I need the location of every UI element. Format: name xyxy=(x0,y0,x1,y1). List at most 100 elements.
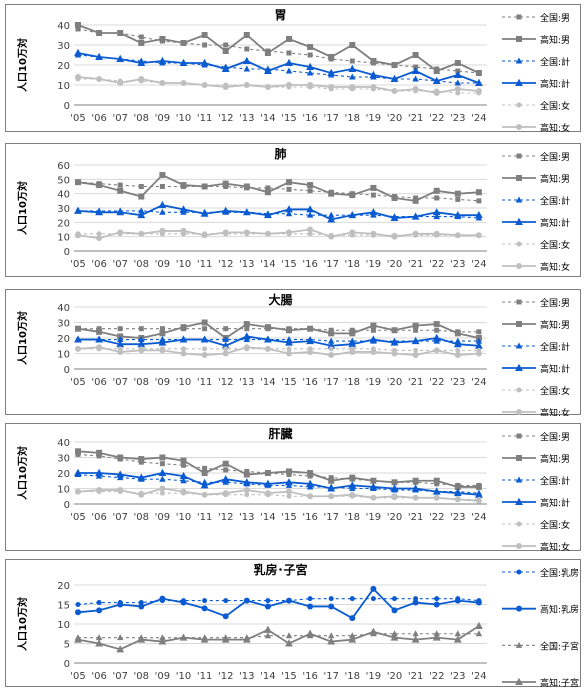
legend-label: 全国:女 xyxy=(540,100,570,112)
series-0 xyxy=(75,26,482,76)
data-point xyxy=(475,189,482,196)
data-point xyxy=(116,634,124,641)
x-tick-label: '13 xyxy=(239,113,254,124)
series-line xyxy=(77,228,479,240)
x-tick-label: '12 xyxy=(218,377,233,388)
chart-panel-lung: 0 10 20 30 40 50 60 '05 '06 '07 '08 '09 '10 '11 '12 '13… xyxy=(5,143,581,277)
x-tick-label: '12 xyxy=(218,259,233,270)
data-point xyxy=(75,488,81,495)
data-point xyxy=(370,585,377,592)
series-line xyxy=(78,472,479,496)
data-point xyxy=(328,493,335,500)
data-point xyxy=(391,88,398,94)
data-point xyxy=(201,605,208,612)
data-point xyxy=(348,64,357,72)
x-tick-label: '08 xyxy=(134,377,149,388)
legend-marker xyxy=(516,36,522,42)
data-point xyxy=(116,470,125,478)
legend-marker xyxy=(516,299,522,305)
data-point xyxy=(432,76,441,84)
data-point xyxy=(286,179,292,186)
data-point xyxy=(222,84,229,90)
data-point xyxy=(221,206,230,214)
chart-title: 胃 xyxy=(274,8,286,22)
data-point xyxy=(264,84,271,90)
data-point xyxy=(349,84,356,90)
series-3 xyxy=(74,200,483,223)
y-tick-label: 10 xyxy=(57,350,70,361)
data-point xyxy=(307,348,314,355)
legend-label: 高知:計 xyxy=(540,363,570,375)
data-point xyxy=(180,182,187,189)
data-point xyxy=(180,324,187,331)
data-point xyxy=(349,632,356,639)
data-point xyxy=(202,346,208,352)
data-point xyxy=(159,634,166,641)
data-point xyxy=(74,48,82,56)
x-tick-label: '05 xyxy=(70,113,85,124)
data-point xyxy=(411,635,420,643)
data-point xyxy=(180,488,187,495)
data-point xyxy=(369,482,378,490)
data-point xyxy=(306,69,314,76)
data-point xyxy=(159,461,165,467)
y-axis-label: 人口10万対 xyxy=(16,181,29,235)
y-tick-label: 10 xyxy=(57,485,70,496)
data-point xyxy=(348,340,357,348)
data-point xyxy=(222,460,229,467)
x-tick-label: '14 xyxy=(260,671,275,682)
data-point xyxy=(286,327,292,334)
data-point xyxy=(434,596,440,602)
x-tick-label: '09 xyxy=(155,377,170,388)
data-point xyxy=(75,609,81,616)
data-point xyxy=(117,80,124,86)
data-point xyxy=(264,210,272,219)
data-point xyxy=(412,477,419,484)
data-point xyxy=(96,30,103,36)
series-1 xyxy=(75,448,482,490)
data-point xyxy=(75,602,81,607)
data-point xyxy=(286,468,292,475)
data-point xyxy=(434,195,440,201)
legend-marker xyxy=(516,605,522,612)
x-tick-label: '24 xyxy=(471,512,486,523)
data-point xyxy=(413,347,419,353)
data-point xyxy=(158,637,167,645)
data-point xyxy=(348,481,357,489)
data-point xyxy=(95,639,103,647)
legend-label: 高知:女 xyxy=(540,407,570,416)
data-point xyxy=(433,630,440,637)
x-tick-label: '10 xyxy=(176,259,191,270)
chart-svg-liver: 0 10 20 30 40 '05 '06 '07 '08 '09 '10 '11 '12 '13 '14 '… xyxy=(16,426,570,552)
data-point xyxy=(306,336,314,345)
x-tick-label: '23 xyxy=(450,259,465,270)
data-point xyxy=(370,322,377,329)
data-point xyxy=(285,478,293,486)
data-point xyxy=(432,208,441,216)
data-point xyxy=(391,479,398,486)
data-point xyxy=(349,229,356,236)
data-point xyxy=(454,330,461,337)
data-point xyxy=(454,232,461,239)
data-point xyxy=(328,84,335,90)
data-point xyxy=(307,231,313,237)
legend-label: 高知:計 xyxy=(540,497,570,509)
data-point xyxy=(475,490,483,498)
y-axis-label: 人口10万対 xyxy=(16,38,29,92)
data-point xyxy=(286,36,292,42)
x-tick-label: '07 xyxy=(112,113,127,124)
data-point xyxy=(75,448,81,455)
x-tick-label: '16 xyxy=(302,377,317,388)
data-point xyxy=(455,196,461,202)
data-point xyxy=(475,350,482,357)
y-tick-label: 0 xyxy=(64,247,70,258)
data-point xyxy=(201,470,208,476)
legend-marker xyxy=(516,543,522,549)
data-point xyxy=(475,232,482,239)
data-point xyxy=(328,352,335,359)
data-point xyxy=(95,634,103,641)
data-point xyxy=(74,468,82,476)
x-tick-label: '09 xyxy=(155,512,170,523)
legend-label: 高知:男 xyxy=(540,34,570,46)
y-tick-label: 0 xyxy=(64,500,70,511)
